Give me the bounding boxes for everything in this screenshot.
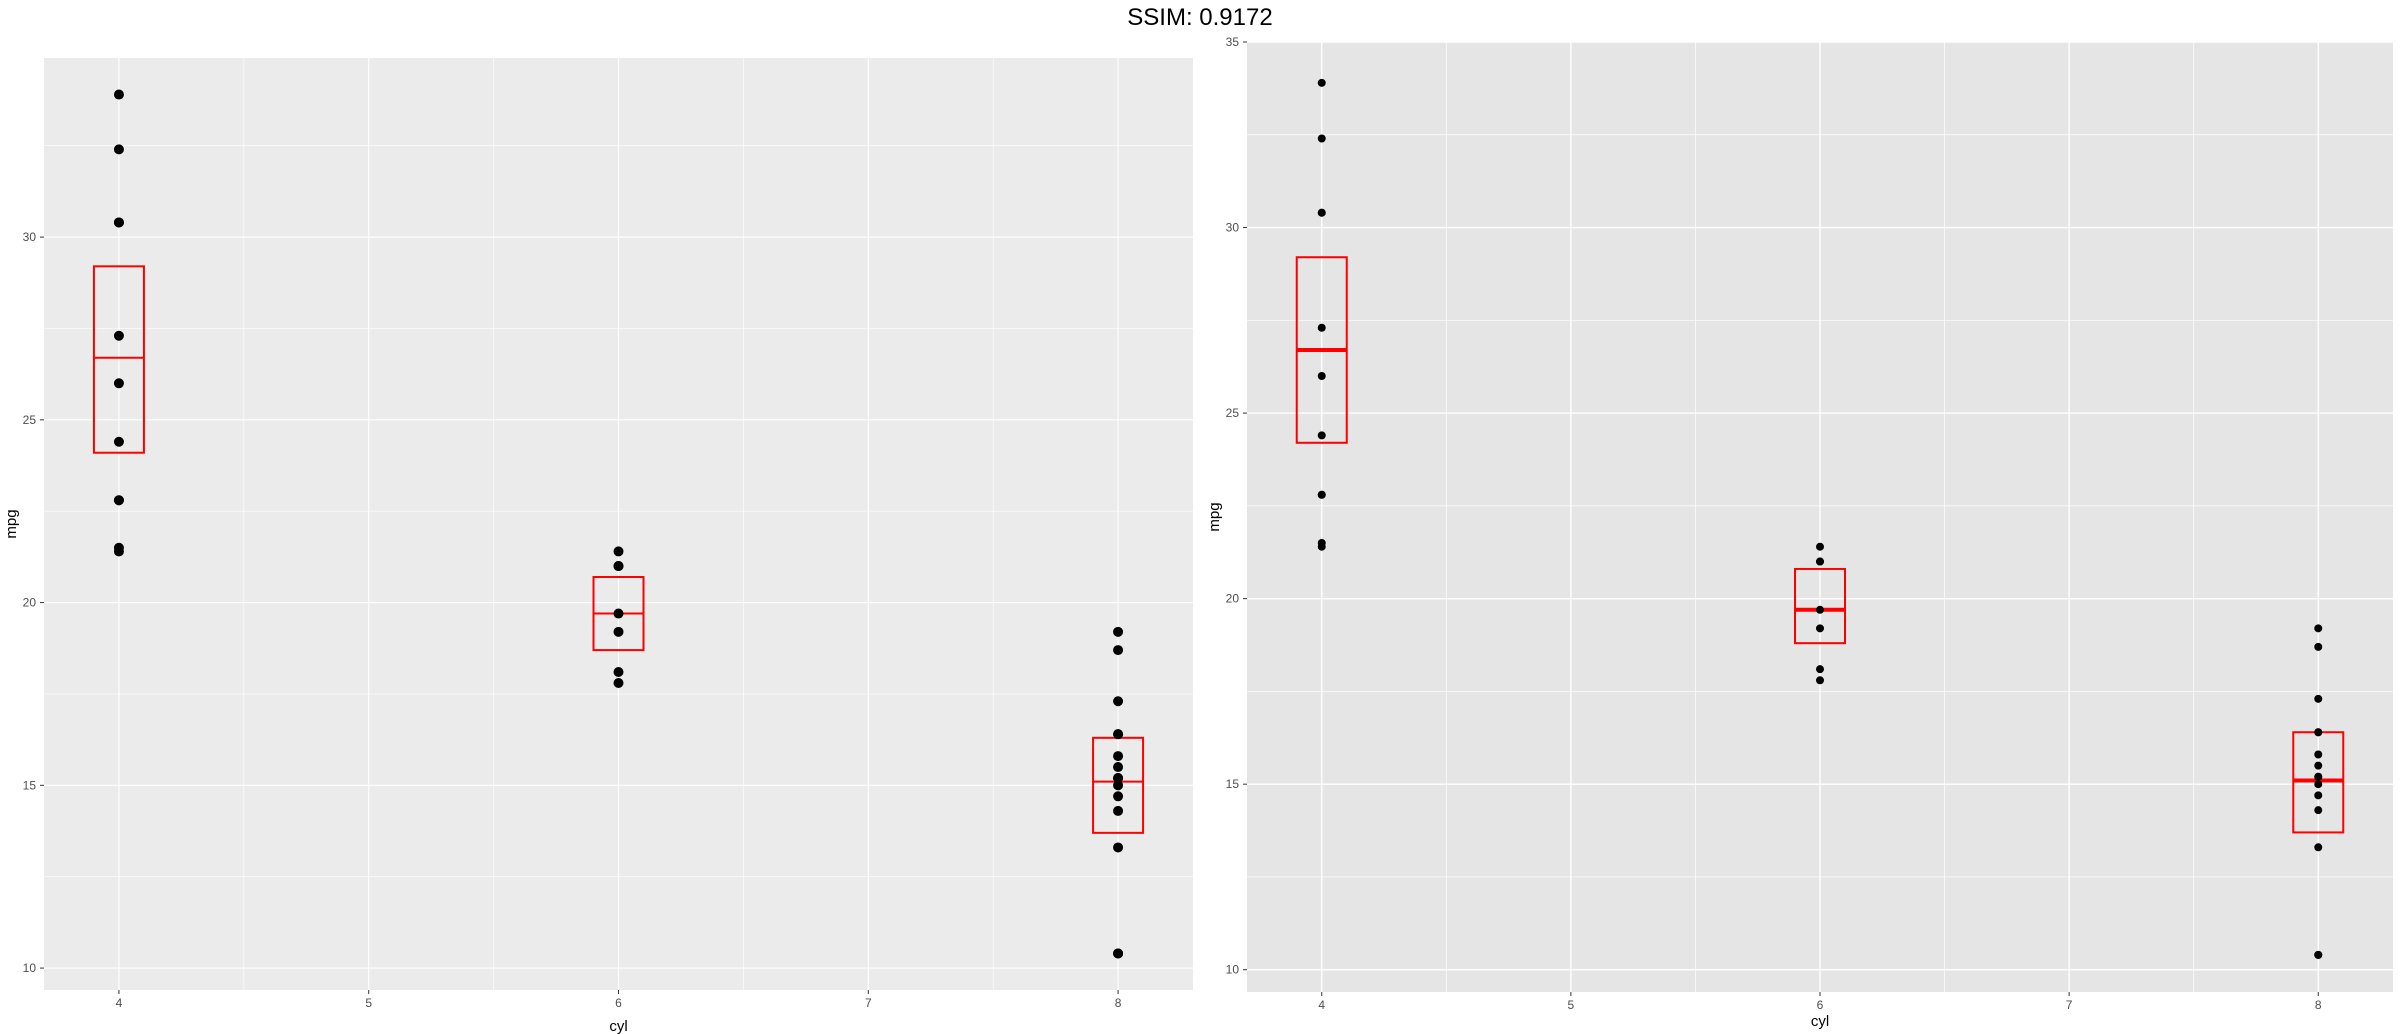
data-point <box>2314 791 2323 800</box>
y-tick-label: 15 <box>1226 777 1240 791</box>
data-point <box>2314 843 2323 852</box>
y-axis-label: mpg <box>3 509 20 538</box>
y-tick-label: 25 <box>23 413 37 427</box>
data-point <box>1113 842 1124 853</box>
data-point <box>613 667 624 678</box>
y-axis-label: mpg <box>1206 502 1223 531</box>
x-tick-label: 5 <box>1568 998 1575 1012</box>
data-point <box>1816 676 1824 685</box>
data-point <box>2314 694 2323 703</box>
data-point <box>113 330 124 341</box>
data-point <box>1113 762 1124 773</box>
y-tick-label: 30 <box>23 230 37 244</box>
data-point <box>1317 78 1326 87</box>
data-point <box>113 436 124 447</box>
crossbar-box <box>1794 567 1846 645</box>
data-point <box>2314 728 2323 737</box>
data-point <box>613 561 624 572</box>
x-axis-label: cyl <box>1811 1013 1829 1030</box>
data-point <box>113 378 124 389</box>
crossbar-box <box>92 265 145 454</box>
data-point <box>1113 751 1124 762</box>
data-point <box>1317 490 1326 499</box>
data-point <box>613 626 624 637</box>
x-tick-label: 6 <box>1817 998 1824 1012</box>
data-point <box>113 546 124 557</box>
y-tick-label: 10 <box>1226 963 1240 977</box>
x-tick-label: 6 <box>615 996 622 1010</box>
y-tick-label: 25 <box>1226 406 1240 420</box>
data-point <box>2314 780 2323 789</box>
y-tick-label: 10 <box>23 961 37 975</box>
chart-panel-1: 10 15 20 25 30 4 5 6 7 8 cyl mpg <box>3 58 1193 1034</box>
x-tick-label: 7 <box>865 996 872 1010</box>
data-point <box>1113 791 1124 802</box>
y-tick-label: 15 <box>23 778 37 792</box>
data-point <box>613 546 624 557</box>
data-point <box>113 217 124 228</box>
data-point <box>2314 772 2323 781</box>
y-tick-label: 20 <box>23 596 37 610</box>
data-point <box>1113 696 1124 707</box>
chart-panel-2: 10 15 20 25 30 35 4 5 6 7 8 cyl mpg <box>1206 35 2393 1030</box>
data-point <box>1816 605 1824 614</box>
data-point <box>1113 948 1124 959</box>
data-point <box>1816 665 1824 674</box>
x-tick-label: 4 <box>1318 998 1325 1012</box>
data-point <box>2314 761 2323 770</box>
data-point <box>2314 750 2323 759</box>
x-tick-label: 7 <box>2066 998 2073 1012</box>
data-point <box>1113 780 1124 791</box>
data-point <box>1113 805 1124 816</box>
data-point <box>1317 431 1326 440</box>
x-tick-label: 8 <box>2315 998 2322 1012</box>
x-tick-label: 4 <box>116 996 123 1010</box>
y-tick-label: 35 <box>1226 35 1240 49</box>
data-point <box>2314 806 2323 815</box>
data-point <box>1113 645 1124 656</box>
x-axis-label: cyl <box>609 1018 627 1034</box>
data-point <box>113 89 124 100</box>
data-point <box>113 144 124 155</box>
data-point <box>1816 557 1824 566</box>
x-tick-label: 5 <box>365 996 372 1010</box>
x-tick-label: 8 <box>1115 996 1122 1010</box>
data-point <box>1113 626 1124 637</box>
data-point <box>613 677 624 688</box>
data-point <box>1816 624 1824 633</box>
data-point <box>2314 642 2323 651</box>
data-point <box>1317 371 1326 380</box>
data-point <box>2314 624 2323 633</box>
data-point <box>1113 729 1124 740</box>
data-point <box>113 495 124 506</box>
data-point <box>1317 134 1326 143</box>
data-point <box>1317 542 1326 551</box>
data-point <box>2314 950 2323 959</box>
data-point <box>1317 208 1326 217</box>
figure-title: SSIM: 0.9172 <box>1127 4 1273 31</box>
y-tick-label: 30 <box>1226 221 1240 235</box>
y-tick-label: 20 <box>1226 592 1240 606</box>
data-point <box>1113 773 1124 784</box>
data-point <box>1317 323 1326 332</box>
data-point <box>613 608 624 619</box>
data-point <box>1816 542 1824 551</box>
